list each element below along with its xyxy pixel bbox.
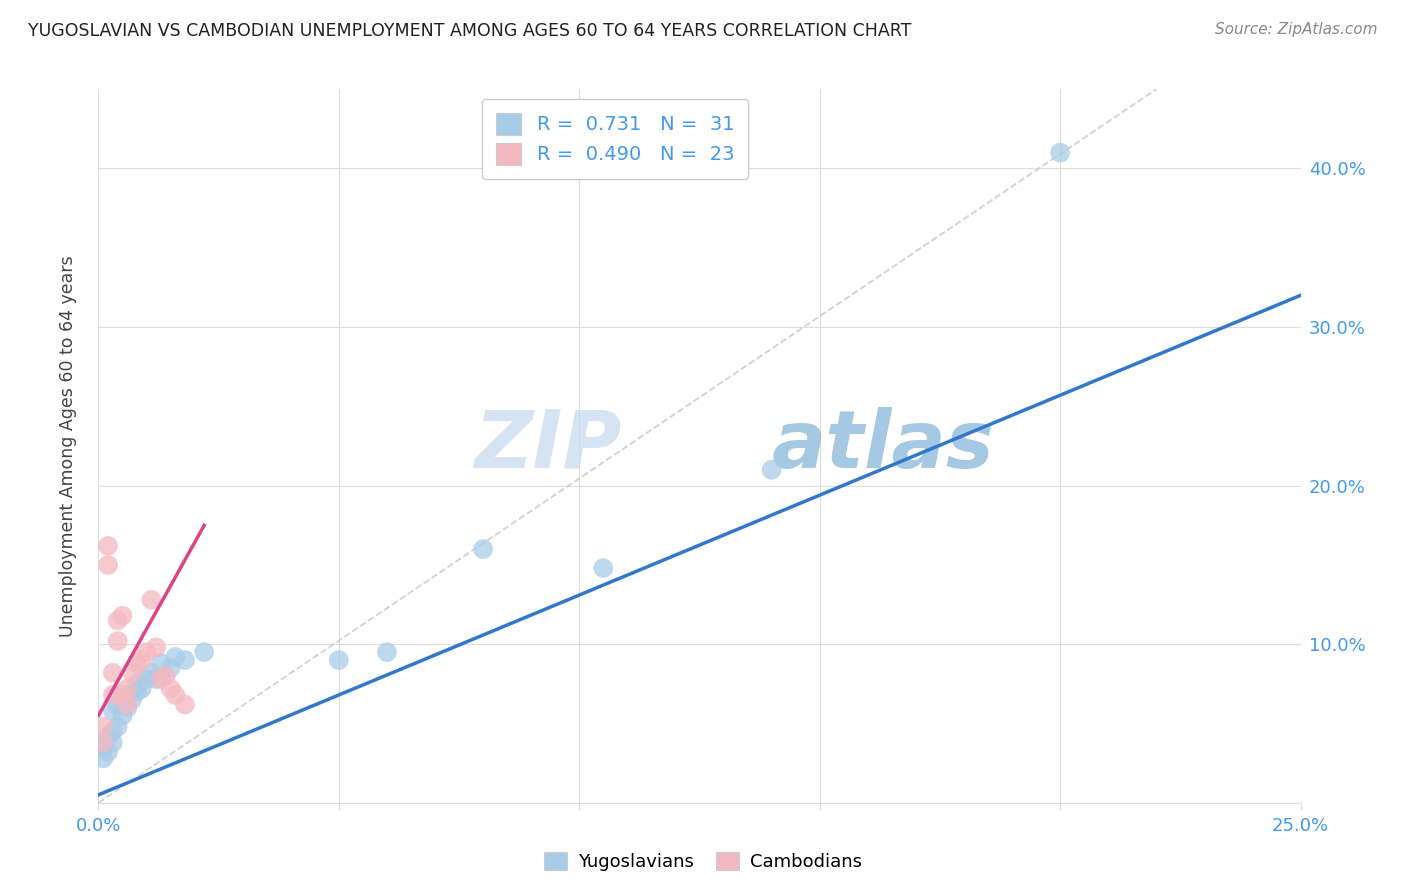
Point (121, 692, 143, 706)
Point (101, 688, 124, 702)
Point (91, 720, 114, 734)
Point (141, 592, 163, 607)
Point (107, 634, 129, 648)
Point (375, 645, 398, 659)
Point (111, 608, 134, 623)
Point (149, 657, 172, 671)
Point (101, 735, 124, 749)
Point (131, 681, 153, 696)
Point (165, 688, 187, 702)
Point (1049, 145, 1071, 160)
Point (91, 735, 114, 749)
Point (159, 661, 181, 675)
Point (328, 653, 350, 667)
Legend: Yugoslavians, Cambodians: Yugoslavians, Cambodians (537, 845, 869, 879)
Point (117, 681, 139, 696)
Point (111, 688, 134, 702)
Point (91, 751, 114, 765)
Point (135, 672, 157, 686)
Point (193, 645, 215, 659)
Point (97, 745, 120, 759)
Point (592, 561, 614, 575)
Point (101, 665, 124, 680)
Point (91, 740, 114, 755)
Point (97, 729, 120, 743)
Text: atlas: atlas (772, 407, 994, 485)
Point (125, 685, 148, 699)
Text: YUGOSLAVIAN VS CAMBODIAN UNEMPLOYMENT AMONG AGES 60 TO 64 YEARS CORRELATION CHAR: YUGOSLAVIAN VS CAMBODIAN UNEMPLOYMENT AM… (28, 22, 911, 40)
Point (107, 698, 129, 712)
Point (141, 665, 163, 680)
Point (131, 653, 153, 667)
Point (472, 542, 495, 557)
Point (149, 672, 172, 686)
Point (107, 720, 129, 734)
Point (125, 657, 148, 671)
Point (97, 558, 120, 572)
Point (145, 672, 167, 686)
Point (97, 539, 120, 553)
Point (107, 614, 129, 628)
Point (121, 665, 143, 680)
Point (117, 698, 139, 712)
Point (155, 669, 177, 683)
Point (761, 463, 783, 477)
Point (101, 724, 124, 739)
Point (174, 698, 197, 712)
Point (101, 704, 124, 718)
Text: Source: ZipAtlas.com: Source: ZipAtlas.com (1215, 22, 1378, 37)
Point (111, 708, 134, 723)
Text: ZIP: ZIP (474, 407, 621, 485)
Point (165, 649, 187, 664)
Point (174, 653, 197, 667)
Point (117, 700, 139, 714)
Point (159, 681, 181, 696)
Point (145, 640, 167, 655)
Point (111, 692, 134, 706)
Point (135, 645, 157, 659)
Y-axis label: Unemployment Among Ages 60 to 64 years: Unemployment Among Ages 60 to 64 years (59, 255, 77, 637)
Legend: R =  0.731   N =  31, R =  0.490   N =  23: R = 0.731 N = 31, R = 0.490 N = 23 (482, 99, 748, 178)
Point (125, 677, 148, 691)
Point (117, 688, 139, 702)
